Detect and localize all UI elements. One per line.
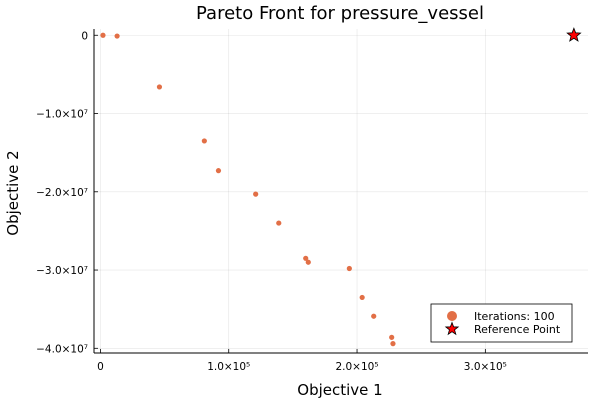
data-point (100, 32, 106, 38)
legend-box (430, 303, 573, 343)
data-point (371, 313, 377, 319)
reference-point-marker (566, 27, 582, 42)
data-point (156, 84, 163, 90)
grid (94, 29, 588, 353)
x-tick-label: 3.0×10⁵ (464, 361, 507, 373)
data-point (346, 265, 352, 272)
y-tick-label: −3.0×10⁷ (36, 265, 88, 277)
y-axis-label: Objective 2 (4, 150, 22, 235)
data-point (253, 191, 259, 197)
legend-label-iterations: Iterations: 100 (474, 310, 555, 323)
data-point (201, 138, 207, 144)
legend-circle-marker (447, 311, 457, 321)
legend-star-marker (444, 321, 460, 336)
data-point (389, 334, 395, 340)
x-axis-label: Objective 1 (297, 381, 382, 399)
legend: Iterations: 100 Reference Point (430, 303, 573, 343)
data-point (390, 341, 396, 347)
chart-title: Pareto Front for pressure_vessel (196, 3, 484, 24)
data-point (215, 168, 222, 174)
data-point (305, 259, 311, 265)
y-tick-label: −2.0×10⁷ (36, 187, 88, 199)
data-point (303, 255, 309, 261)
axes (93, 29, 588, 354)
x-tick-label: 2.0×10⁵ (335, 361, 378, 373)
y-tick-label: −1.0×10⁷ (36, 109, 88, 121)
tick-labels: 0 1.0×10⁵ 2.0×10⁵ 3.0×10⁵ 0 −1.0×10⁷ −2.0×10⁷ −… (36, 30, 507, 373)
data-points (100, 27, 582, 347)
data-point (359, 294, 365, 301)
legend-label-reference: Reference Point (474, 323, 561, 336)
x-tick-label: 1.0×10⁵ (207, 361, 250, 373)
x-tick-label: 0 (97, 361, 104, 373)
data-point (276, 220, 282, 226)
y-tick-label: −4.0×10⁷ (36, 343, 88, 355)
data-point (114, 33, 120, 39)
y-tick-label: 0 (81, 30, 88, 42)
